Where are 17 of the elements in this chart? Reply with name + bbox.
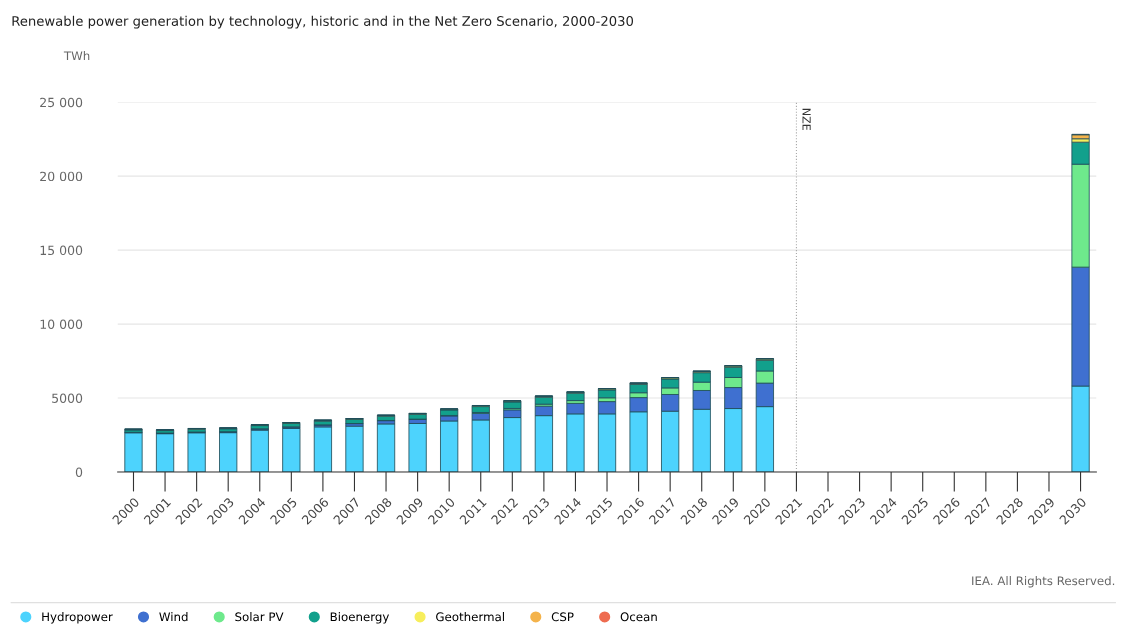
chart-title: Renewable power generation by technology, historic and in the Net Zero Scenario, 2000-2030 [12,15,634,29]
legend-label: Solar PV [235,612,284,622]
y-tick-label: 5000 [52,393,83,403]
legend-label: Wind [159,612,188,622]
legend-label: Ocean [620,612,657,622]
y-tick-label: 10 000 [40,319,83,330]
legend-label: Hydropower [42,612,113,624]
legend-label: CSP [551,612,574,622]
legend-label: Geothermal [436,612,504,622]
y-axis-title: TWh [63,51,90,61]
y-tick-label: 15 000 [40,245,83,256]
y-tick-label: 0 [75,467,83,477]
y-tick-label: 20 000 [40,171,83,182]
text: IEA. All Rights Reserved. [972,576,1115,588]
legend-label: Bioenergy [330,612,390,624]
ref-line-label: NZE [802,108,811,130]
y-tick-label: 25 000 [40,97,83,108]
